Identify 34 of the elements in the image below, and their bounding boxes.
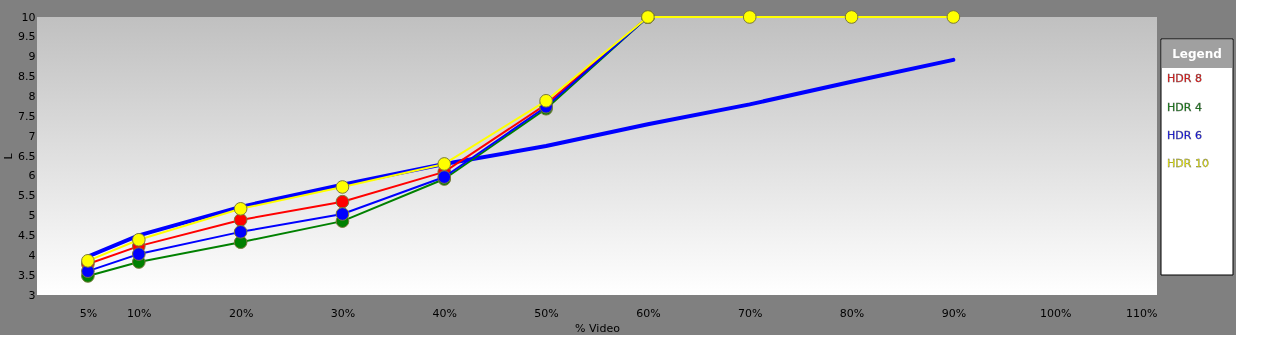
- y-axis-title: L: [2, 152, 16, 160]
- x-tick-label: 80%: [839, 306, 865, 320]
- y-tick-label: 6: [28, 169, 36, 183]
- y-tick-label: 9: [28, 50, 36, 64]
- text: HDR 8: [1167, 72, 1202, 86]
- y-tick-label: 4.5: [18, 228, 36, 242]
- x-tick-label: 50%: [534, 306, 559, 320]
- y-tick-label: 6.5: [18, 149, 36, 163]
- x-tick-label: 5%: [79, 306, 98, 320]
- y-tick-label: 3.5: [18, 268, 36, 282]
- text: HDR 10: [1167, 157, 1209, 171]
- y-tick-label: 8.5: [18, 70, 36, 84]
- y-tick-label: 5: [28, 209, 36, 223]
- y-tick-label: 8: [28, 89, 36, 103]
- x-tick-label: 110%: [1126, 306, 1158, 320]
- y-tick-label: 9.5: [18, 30, 36, 44]
- x-tick-label: 90%: [941, 306, 967, 320]
- x-tick-label: 70%: [738, 306, 763, 320]
- y-tick-label: 7: [28, 129, 36, 143]
- x-axis-title: % Video: [575, 321, 621, 335]
- x-tick-label: 20%: [228, 306, 254, 320]
- y-tick-label: 10: [21, 10, 36, 24]
- y-tick-label: 5.5: [18, 189, 36, 203]
- x-tick-label: 100%: [1039, 306, 1072, 320]
- legend-title: Legend: [1172, 47, 1222, 61]
- x-tick-label: 40%: [432, 306, 457, 320]
- y-tick-label: 7.5: [18, 109, 36, 123]
- text: HDR 6: [1167, 129, 1202, 142]
- text: HDR 4: [1167, 100, 1202, 114]
- x-tick-label: 60%: [636, 306, 661, 320]
- y-tick-label: 4: [28, 248, 36, 262]
- x-tick-label: 10%: [127, 306, 152, 320]
- x-tick-label: 30%: [330, 306, 356, 320]
- y-tick-label: 3: [28, 288, 36, 302]
